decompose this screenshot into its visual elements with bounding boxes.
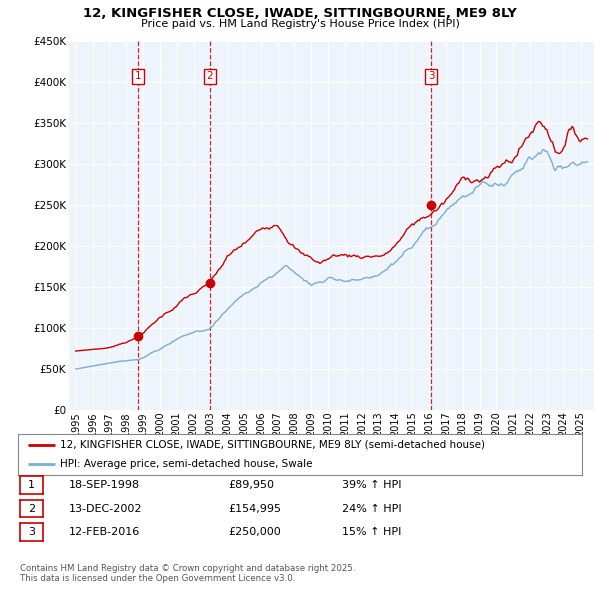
Text: 3: 3 <box>28 527 35 537</box>
Text: 18-SEP-1998: 18-SEP-1998 <box>69 480 140 490</box>
Text: Price paid vs. HM Land Registry's House Price Index (HPI): Price paid vs. HM Land Registry's House … <box>140 19 460 30</box>
Text: 12, KINGFISHER CLOSE, IWADE, SITTINGBOURNE, ME9 8LY (semi-detached house): 12, KINGFISHER CLOSE, IWADE, SITTINGBOUR… <box>60 440 485 450</box>
Text: £154,995: £154,995 <box>228 504 281 513</box>
Text: HPI: Average price, semi-detached house, Swale: HPI: Average price, semi-detached house,… <box>60 459 313 469</box>
Text: 24% ↑ HPI: 24% ↑ HPI <box>342 504 401 513</box>
Text: 2: 2 <box>28 504 35 513</box>
Text: Contains HM Land Registry data © Crown copyright and database right 2025.
This d: Contains HM Land Registry data © Crown c… <box>20 563 355 583</box>
Text: 3: 3 <box>428 71 434 81</box>
Text: 15% ↑ HPI: 15% ↑ HPI <box>342 527 401 537</box>
Text: 1: 1 <box>135 71 142 81</box>
Text: 12-FEB-2016: 12-FEB-2016 <box>69 527 140 537</box>
Text: 39% ↑ HPI: 39% ↑ HPI <box>342 480 401 490</box>
Text: 13-DEC-2002: 13-DEC-2002 <box>69 504 143 513</box>
Text: 2: 2 <box>206 71 213 81</box>
Text: 12, KINGFISHER CLOSE, IWADE, SITTINGBOURNE, ME9 8LY: 12, KINGFISHER CLOSE, IWADE, SITTINGBOUR… <box>83 7 517 20</box>
Text: £250,000: £250,000 <box>228 527 281 537</box>
Text: £89,950: £89,950 <box>228 480 274 490</box>
Text: 1: 1 <box>28 480 35 490</box>
